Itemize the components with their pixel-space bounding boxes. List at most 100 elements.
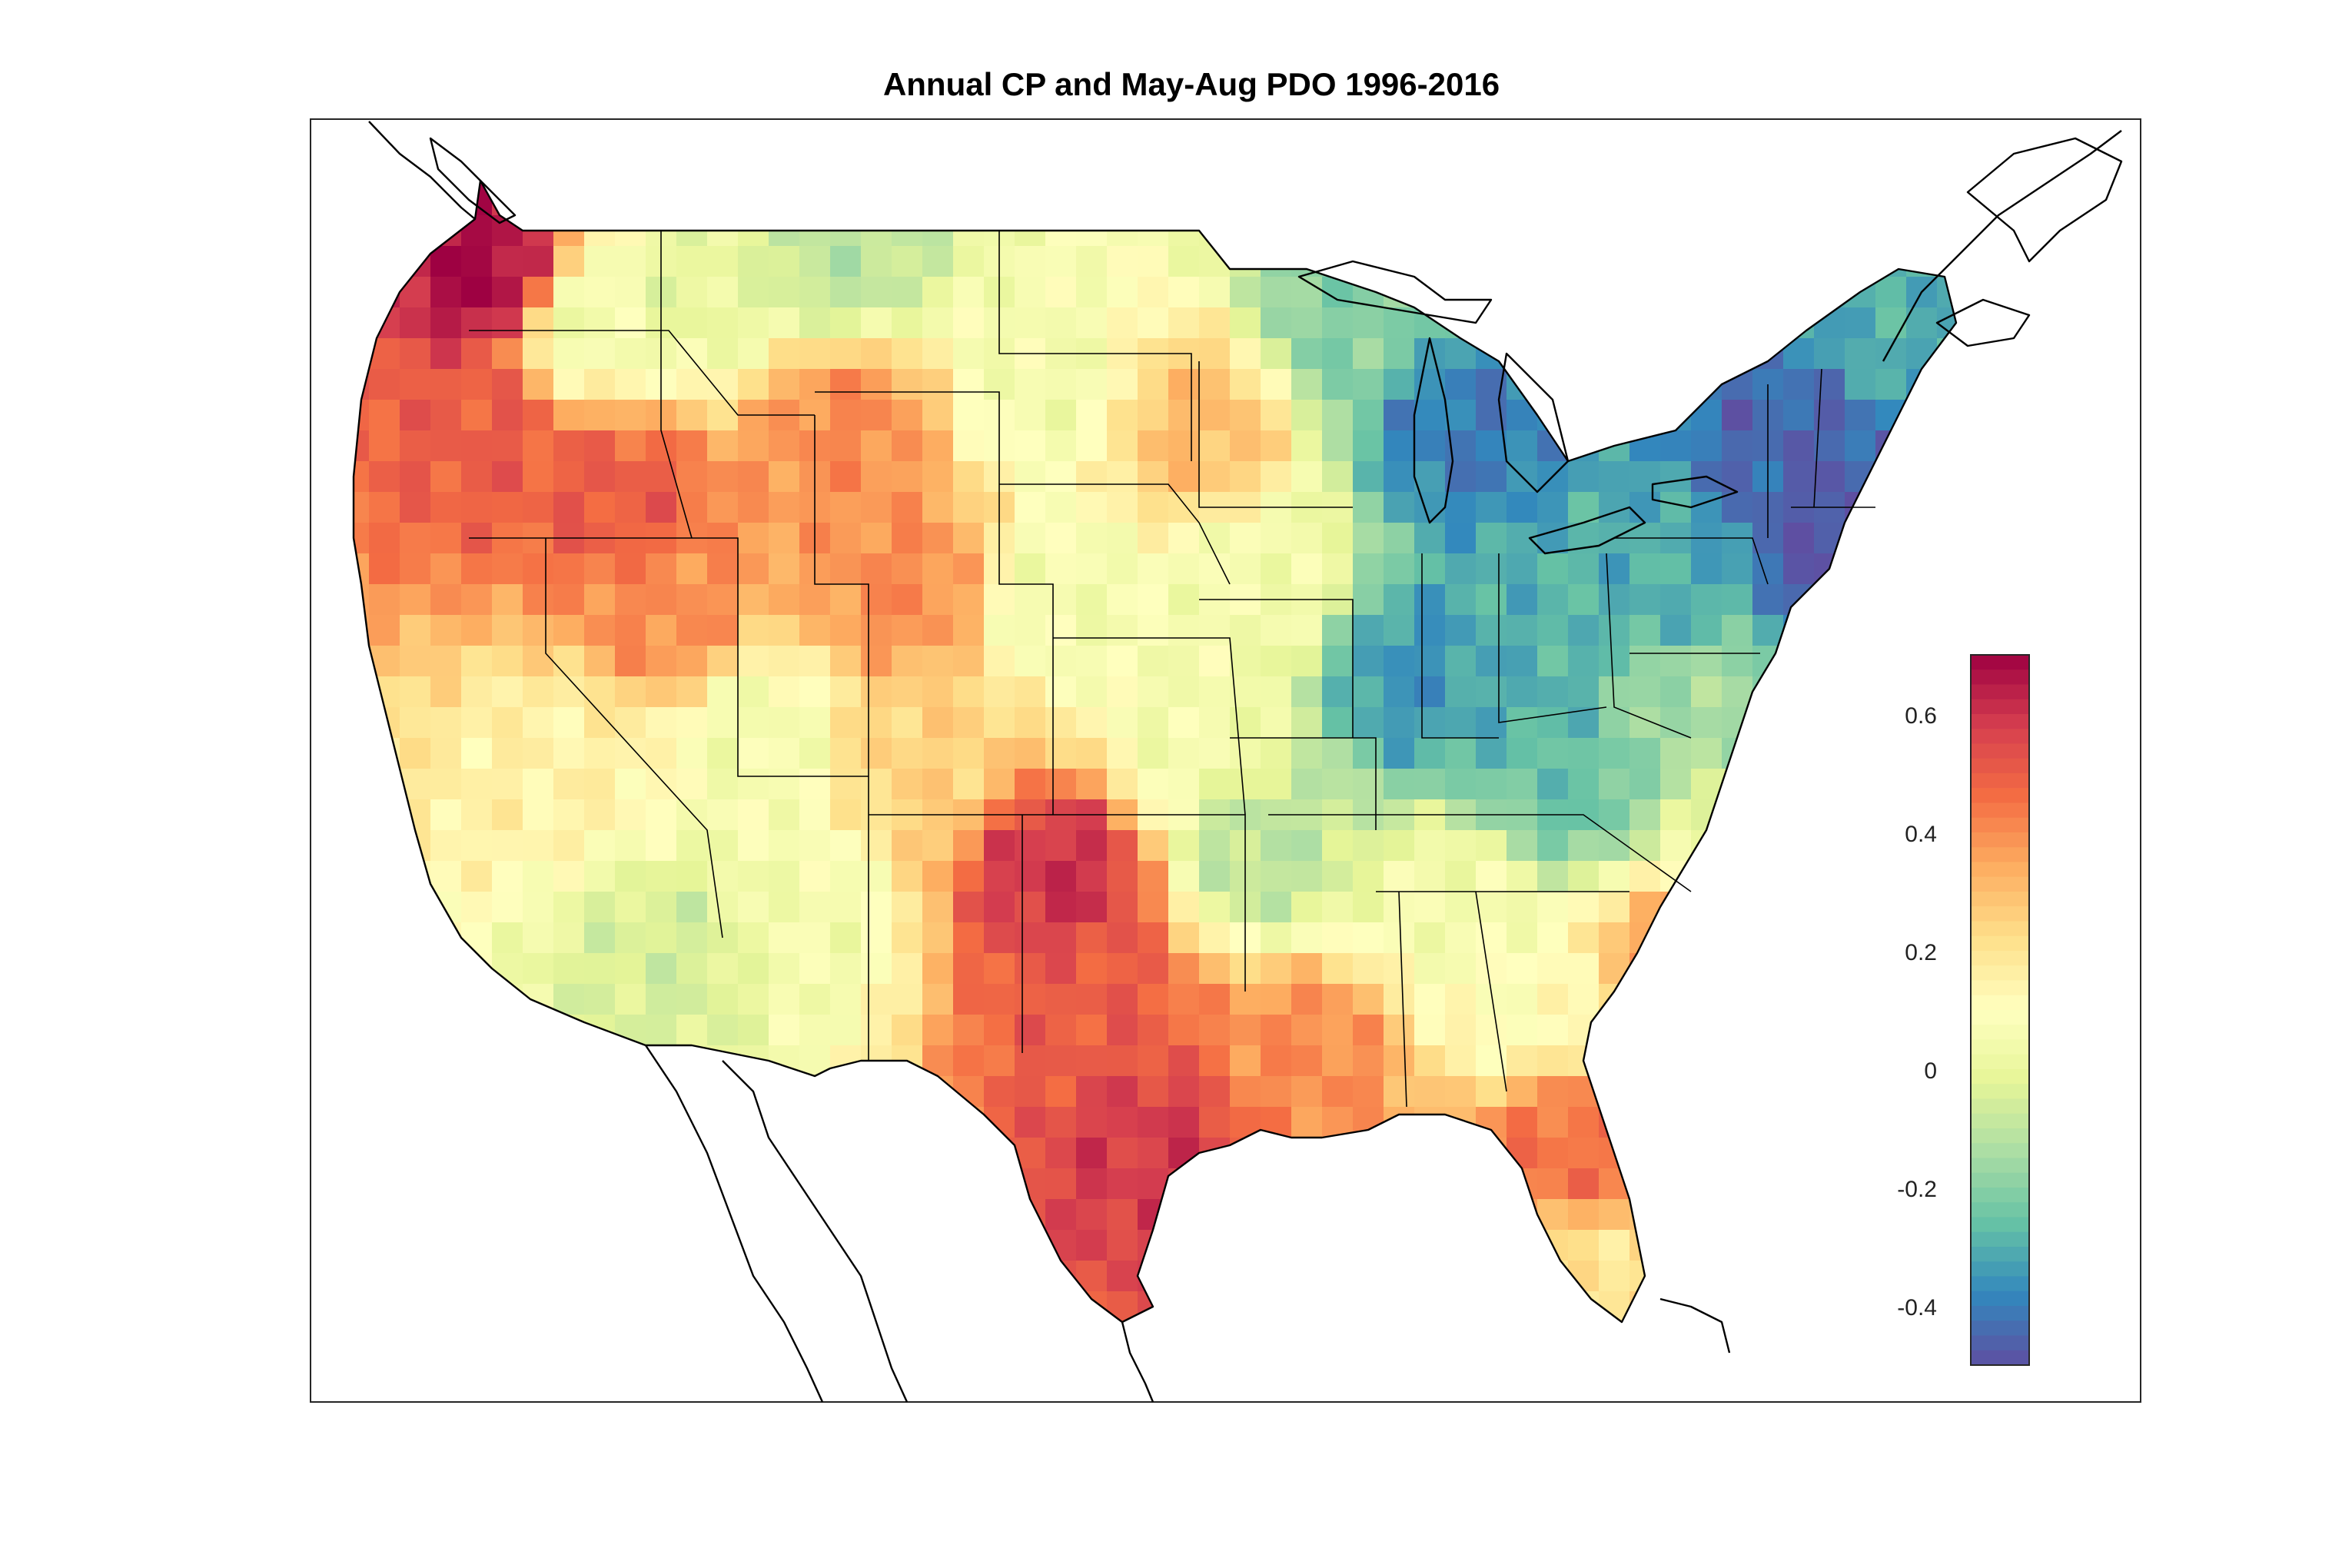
heatmap-cell — [922, 492, 954, 523]
heatmap-cell — [861, 553, 892, 585]
heatmap-cell — [369, 615, 400, 646]
heatmap-cell — [1814, 369, 1845, 400]
heatmap-cell — [1322, 430, 1354, 462]
heatmap-cell — [1261, 553, 1292, 585]
heatmap-cell — [984, 830, 1015, 862]
colorbar-band — [1971, 1306, 2029, 1321]
heatmap-cell — [769, 492, 800, 523]
heatmap-cell — [1076, 707, 1108, 739]
heatmap-cell — [1168, 1076, 1200, 1108]
heatmap-cell — [584, 769, 616, 800]
heatmap-cell — [1537, 707, 1569, 739]
heatmap-cell — [1076, 646, 1108, 677]
heatmap-cell — [861, 492, 892, 523]
heatmap-cell — [830, 676, 862, 708]
heatmap-cell — [1045, 1076, 1077, 1108]
heatmap-cell — [922, 861, 954, 892]
heatmap-cell — [1752, 615, 1784, 646]
heatmap-cell — [1199, 646, 1231, 677]
heatmap-cell — [861, 400, 892, 431]
heatmap-cell — [492, 338, 523, 370]
heatmap-cell — [1291, 922, 1323, 954]
heatmap-cell — [1199, 769, 1231, 800]
heatmap-cell — [461, 830, 493, 862]
heatmap-cell — [1414, 830, 1446, 862]
heatmap-cell — [1199, 892, 1231, 923]
heatmap-cell — [553, 338, 585, 370]
heatmap-cell — [1629, 553, 1661, 585]
heatmap-cell — [1568, 830, 1600, 862]
heatmap-cell — [1445, 1076, 1477, 1108]
heatmap-cell — [523, 400, 554, 431]
heatmap-cell — [1722, 615, 1753, 646]
heatmap-cell — [861, 615, 892, 646]
heatmap-cell — [553, 400, 585, 431]
heatmap-cell — [615, 338, 646, 370]
heatmap-cell — [1199, 953, 1231, 985]
heatmap-cell — [1168, 707, 1200, 739]
heatmap-cell — [799, 984, 831, 1015]
heatmap-cell — [1568, 676, 1600, 708]
heatmap-cell — [676, 738, 708, 769]
heatmap-cell — [1537, 1015, 1569, 1046]
colorbar-band — [1971, 935, 2029, 952]
heatmap-cell — [1138, 1045, 1169, 1077]
heatmap-cell — [1353, 430, 1384, 462]
heatmap-cell — [769, 861, 800, 892]
heatmap-cell — [553, 615, 585, 646]
heatmap-cell — [830, 277, 862, 308]
heatmap-cell — [1629, 738, 1661, 769]
heatmap-cell — [1015, 615, 1046, 646]
heatmap-cell — [769, 277, 800, 308]
colorbar-band — [1971, 1054, 2029, 1070]
heatmap-cell — [707, 799, 739, 831]
heatmap-cell — [799, 676, 831, 708]
heatmap-cell — [984, 615, 1015, 646]
heatmap-cell — [1384, 615, 1415, 646]
heatmap-cell — [984, 892, 1015, 923]
heatmap-cell — [769, 1015, 800, 1046]
colorbar-tick-label: 0.4 — [1905, 822, 1937, 847]
heatmap-cell — [1599, 861, 1630, 892]
heatmap-cell — [1476, 769, 1507, 800]
heatmap-cell — [1291, 461, 1323, 493]
heatmap-cell — [1629, 615, 1661, 646]
heatmap-cell — [984, 769, 1015, 800]
heatmap-cell — [1076, 246, 1108, 277]
heatmap-cell — [861, 892, 892, 923]
heatmap-cell — [1353, 861, 1384, 892]
heatmap-cell — [1230, 1015, 1261, 1046]
heatmap-cell — [1168, 430, 1200, 462]
heatmap-cell — [738, 461, 769, 493]
heatmap-cell — [1045, 646, 1077, 677]
heatmap-cell — [400, 461, 431, 493]
heatmap-cell — [1353, 400, 1384, 431]
heatmap-cell — [769, 738, 800, 769]
heatmap-cell — [676, 246, 708, 277]
heatmap-cell — [523, 461, 554, 493]
heatmap-cell — [1445, 523, 1477, 554]
heatmap-cell — [892, 584, 923, 616]
heatmap-cell — [1168, 246, 1200, 277]
heatmap-cell — [1353, 307, 1384, 339]
heatmap-cell — [1107, 1261, 1138, 1292]
state-border — [1606, 553, 1692, 739]
heatmap-cell — [892, 953, 923, 985]
heatmap-cell — [1384, 922, 1415, 954]
heatmap-cell — [1629, 461, 1661, 493]
heatmap-cell — [1291, 738, 1323, 769]
heatmap-cell — [430, 707, 462, 739]
heatmap-cell — [1875, 369, 1907, 400]
heatmap-cell — [1507, 492, 1538, 523]
heatmap-cell — [1138, 676, 1169, 708]
heatmap-cell — [1076, 307, 1108, 339]
colorbar-band — [1971, 817, 2029, 833]
heatmap-cell — [1138, 861, 1169, 892]
heatmap-cell — [799, 953, 831, 985]
heatmap-cell — [861, 338, 892, 370]
heatmap-cell — [646, 799, 677, 831]
heatmap-cell — [615, 646, 646, 677]
heatmap-cell — [1045, 277, 1077, 308]
heatmap-cell — [1291, 769, 1323, 800]
heatmap-cell — [1261, 646, 1292, 677]
